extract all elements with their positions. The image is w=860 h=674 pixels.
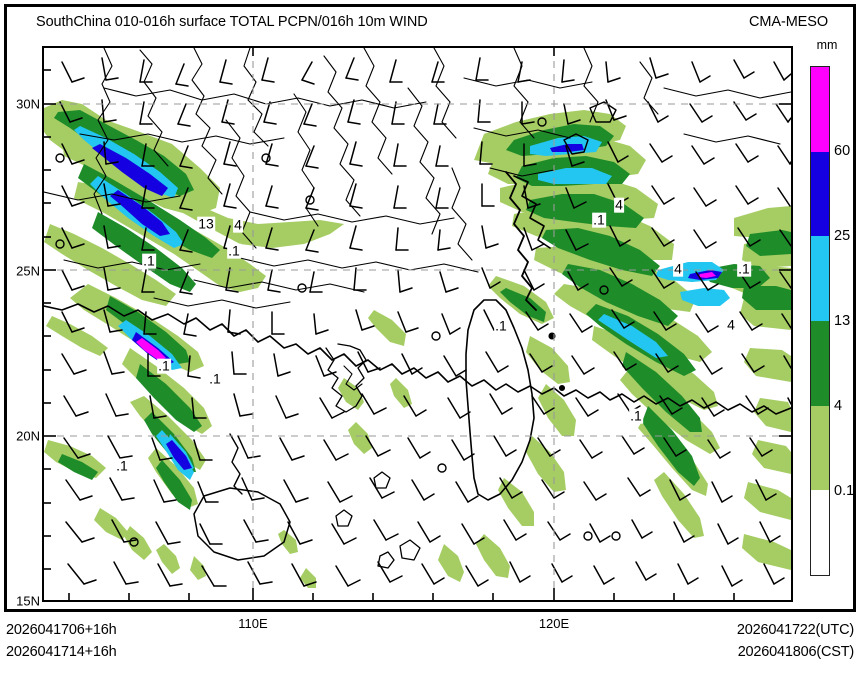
contour-label-13: .1 bbox=[115, 457, 129, 474]
model-label: CMA-MESO bbox=[749, 14, 828, 30]
colorbar-unit-label: mm bbox=[816, 38, 838, 52]
y-axis-label-30n: 30N bbox=[16, 96, 40, 112]
footer-valid-time-cst: 2026041806(CST) bbox=[737, 644, 855, 660]
contour-label-12: .1 bbox=[629, 407, 643, 424]
footer-init-time-cst: 2026041714+16h bbox=[6, 644, 117, 660]
map-canvas bbox=[44, 48, 791, 600]
colorbar[interactable] bbox=[810, 66, 830, 576]
colorbar-segment-1 bbox=[811, 151, 829, 237]
y-axis-label-25n: 25N bbox=[16, 263, 40, 279]
page-title: SouthChina 010-016h surface TOTAL PCPN/0… bbox=[36, 14, 428, 30]
x-axis-label-120e: 120E bbox=[538, 616, 570, 631]
footer-init-time-utc: 2026041706+16h bbox=[6, 622, 117, 638]
colorbar-segment-5 bbox=[811, 490, 829, 576]
x-axis-label-110e: 110E bbox=[238, 616, 268, 631]
contour-label-8: 4 bbox=[673, 260, 683, 277]
grid-lines bbox=[44, 48, 791, 600]
precipitation-field bbox=[44, 100, 791, 588]
wind-barbs bbox=[55, 57, 791, 587]
frame-ticks bbox=[44, 48, 791, 600]
y-axis-label-20n: 20N bbox=[16, 428, 40, 444]
contour-label-1: 4 bbox=[233, 216, 243, 233]
contour-label-6: 4 bbox=[614, 196, 624, 213]
colorbar-segment-4 bbox=[811, 405, 829, 491]
colorbar-tick-60: 60 bbox=[834, 143, 851, 159]
contour-label-11: 4 bbox=[726, 316, 736, 333]
contour-label-2: .1 bbox=[142, 252, 156, 269]
colorbar-tick-13: 13 bbox=[834, 313, 851, 329]
y-axis-label-15n: 15N bbox=[16, 593, 40, 609]
colorbar-segment-2 bbox=[811, 236, 829, 322]
colorbar-tick-25: 25 bbox=[834, 228, 851, 244]
footer-bar: 2026041706+16h 2026041714+16h 2026041722… bbox=[0, 618, 860, 674]
contour-label-9: .1 bbox=[737, 260, 751, 277]
contour-label-5: .1 bbox=[208, 370, 222, 387]
map-plot-area[interactable]: 13 4 .1 .1 .1 .1 4 .1 4 .1 .1 4 .1 .1 bbox=[42, 46, 793, 602]
contour-label-4: .1 bbox=[157, 357, 171, 374]
contour-label-7: .1 bbox=[592, 211, 606, 228]
contour-label-3: .1 bbox=[227, 242, 241, 259]
colorbar-tick-0.1: 0.1 bbox=[834, 483, 855, 499]
contour-label-0: 13 bbox=[197, 215, 215, 232]
header-bar: SouthChina 010-016h surface TOTAL PCPN/0… bbox=[4, 4, 856, 40]
footer-valid-time-utc: 2026041722(UTC) bbox=[736, 622, 854, 638]
colorbar-tick-4: 4 bbox=[834, 398, 843, 414]
colorbar-segment-3 bbox=[811, 321, 829, 406]
colorbar-segment-0 bbox=[811, 67, 829, 152]
contour-label-10: .1 bbox=[494, 317, 508, 334]
